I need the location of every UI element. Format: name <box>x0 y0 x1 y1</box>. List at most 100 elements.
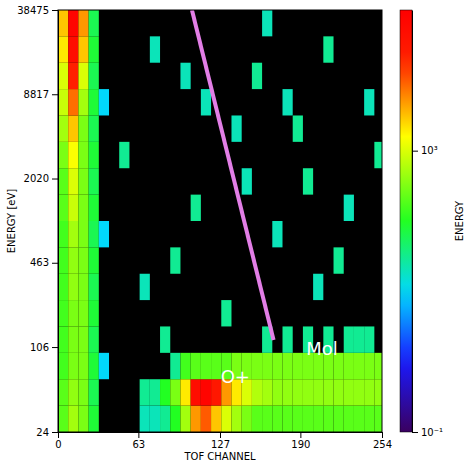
heatmap-cell <box>364 406 374 432</box>
heatmap-cell <box>140 406 150 432</box>
heatmap-cell <box>283 406 293 432</box>
heatmap-cell <box>58 63 68 89</box>
heatmap-cell <box>221 406 231 432</box>
heatmap-cell <box>58 89 68 115</box>
annotation: O+ <box>221 366 250 387</box>
tick-mark <box>138 432 139 438</box>
heatmap-cell <box>364 89 374 115</box>
heatmap-cell <box>170 379 180 405</box>
heatmap-cell <box>150 379 160 405</box>
heatmap-cell <box>99 89 109 115</box>
heatmap-cell <box>170 247 180 273</box>
y-axis-title: ENERGY [eV] <box>6 189 17 253</box>
heatmap-cell <box>191 406 201 432</box>
tick-mark <box>52 263 58 264</box>
tick-label: 106 <box>30 342 49 353</box>
heatmap-cell <box>58 274 68 300</box>
heatmap-cell <box>293 406 303 432</box>
heatmap-cell <box>160 379 170 405</box>
heatmap-cell <box>89 142 99 168</box>
tick: 38475 <box>17 5 58 16</box>
heatmap-cell <box>303 168 313 194</box>
tick-label: 10⁻¹ <box>421 427 443 438</box>
heatmap-cell <box>58 406 68 432</box>
heatmap-cell <box>354 353 364 379</box>
plot-frame <box>58 10 382 432</box>
heatmap-cell <box>89 221 99 247</box>
heatmap-cell <box>262 10 272 36</box>
heatmap-cell <box>89 89 99 115</box>
heatmap-cell <box>78 221 88 247</box>
heatmap-cell <box>68 379 78 405</box>
heatmap-cell <box>68 247 78 273</box>
tick: 463 <box>30 257 58 268</box>
heatmap-cell <box>364 326 374 352</box>
heatmap-cell <box>89 274 99 300</box>
heatmap-cell <box>334 406 344 432</box>
heatmap-cell <box>68 300 78 326</box>
tick-label: 0 <box>55 439 61 450</box>
tick-label: 2020 <box>24 173 49 184</box>
tick-label: 190 <box>291 439 310 450</box>
heatmap-cell <box>191 379 201 405</box>
tick: 0 <box>55 432 61 450</box>
heatmap-cell <box>334 247 344 273</box>
color-bar-axis: 10⁻¹10³ <box>412 11 443 438</box>
heatmap-cell <box>191 195 201 221</box>
color-bar-title: ENERGY <box>454 200 465 241</box>
heatmap-cell <box>140 274 150 300</box>
heatmap-cell <box>354 406 364 432</box>
tick-mark <box>52 10 58 11</box>
heatmap-cell <box>303 406 313 432</box>
heatmap-cell <box>160 326 170 352</box>
tick-mark <box>52 179 58 180</box>
heatmap-cell <box>303 379 313 405</box>
heatmap-cell <box>344 326 354 352</box>
heatmap-cell <box>68 63 78 89</box>
heatmap-cell <box>374 406 382 432</box>
color-bar <box>400 10 412 432</box>
heatmap-cell <box>89 168 99 194</box>
heatmap-cell <box>119 142 129 168</box>
heatmap-cell <box>272 221 282 247</box>
heatmap-cell <box>89 195 99 221</box>
heatmap-cell <box>58 142 68 168</box>
heatmap-cell <box>78 115 88 141</box>
chart: O+Mol063127190254241064632020881738475EN… <box>0 0 473 466</box>
heatmap-cell <box>293 353 303 379</box>
heatmap-cell <box>283 89 293 115</box>
heatmap-cell <box>191 353 201 379</box>
heatmap-cell <box>283 353 293 379</box>
heatmap-cell <box>89 247 99 273</box>
heatmap-cell <box>252 63 262 89</box>
heatmap-cell <box>99 353 109 379</box>
heatmap-cell <box>78 274 88 300</box>
tick: 24 <box>36 427 58 438</box>
tick-mark <box>220 432 221 438</box>
heatmap-cell <box>323 406 333 432</box>
heatmap-cell <box>68 353 78 379</box>
annotation-line <box>192 10 274 340</box>
heatmap-cell <box>78 36 88 62</box>
heatmap-cell <box>78 63 88 89</box>
heatmap-cell <box>344 406 354 432</box>
heatmap-cell <box>252 406 262 432</box>
heatmap-cell <box>78 326 88 352</box>
tick: 190 <box>291 432 310 450</box>
tick: 2020 <box>24 173 58 184</box>
heatmap-cell <box>272 379 282 405</box>
heatmap-cell <box>313 406 323 432</box>
tick-mark <box>412 151 418 152</box>
axis: 241064632020881738475 <box>17 5 58 438</box>
x-axis-title: TOF CHANNEL <box>183 451 256 462</box>
heatmap-cell <box>89 63 99 89</box>
heatmap-cell <box>201 89 211 115</box>
tick-mark <box>58 432 59 438</box>
heatmap-cell <box>78 247 88 273</box>
heatmap-cell <box>58 168 68 194</box>
heatmap-cell <box>140 379 150 405</box>
tick: 127 <box>211 432 230 450</box>
heatmap-cell <box>374 142 382 168</box>
heatmap-cell <box>89 115 99 141</box>
heatmap-cell <box>262 379 272 405</box>
